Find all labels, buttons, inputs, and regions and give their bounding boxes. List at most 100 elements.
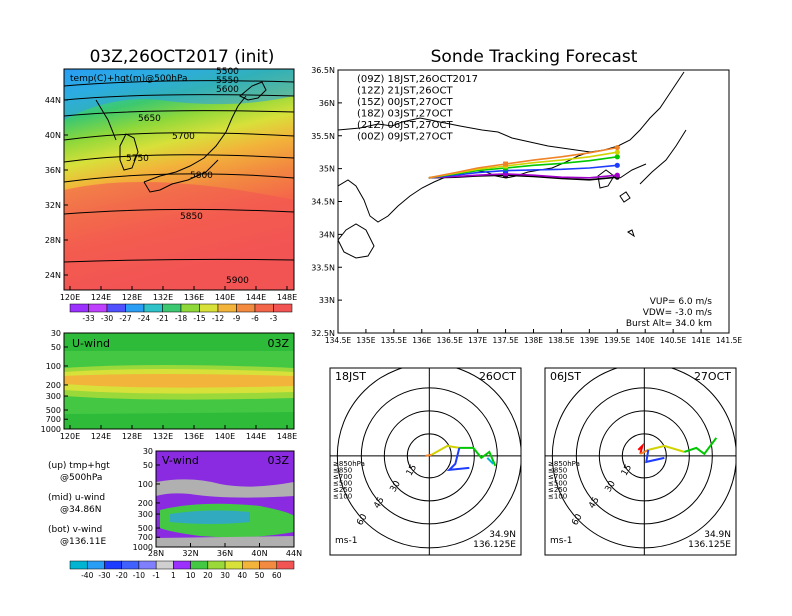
lon-tick-label: 120E xyxy=(60,432,80,441)
level-legend: ≤850 xyxy=(333,467,352,475)
hodograph-unit: ms-1 xyxy=(550,536,572,546)
colorbar-swatch xyxy=(69,560,88,570)
p-tick-label: 50 xyxy=(143,461,153,470)
lat-tick-label: 32N xyxy=(45,201,61,210)
colorbar-swatch xyxy=(236,303,256,313)
ring-label: 15 xyxy=(620,463,634,478)
colorbar-label: -15 xyxy=(193,314,205,323)
legend-entry: (12Z) 21JST,26OCT xyxy=(357,86,453,97)
temp-map xyxy=(63,69,295,290)
lat-tick-label: 32N xyxy=(182,549,198,558)
track-legend: (09Z) 18JST,26OCT2017(12Z) 21JST,26OCT(1… xyxy=(357,74,478,143)
hodograph-lat: 34.9N xyxy=(704,530,731,540)
track-line xyxy=(428,146,618,179)
hodograph-trace xyxy=(639,448,649,455)
colorbar-swatch xyxy=(162,303,182,313)
contour-label: 5550 xyxy=(216,76,239,86)
lon-tick-label: 132E xyxy=(153,293,173,302)
ring-label: 15 xyxy=(405,463,419,478)
legend-entry: (15Z) 00JST,27OCT xyxy=(357,97,453,108)
colorbar-label: 1 xyxy=(171,571,176,580)
lon-tick-label: 140E xyxy=(215,432,235,441)
hodograph-time: 06JST xyxy=(550,370,581,383)
colorbar-label: 50 xyxy=(255,571,265,580)
p-tick-label: 500 xyxy=(138,524,153,533)
lat-tick-label: 33N xyxy=(319,296,335,305)
lon-tick-label: 136E xyxy=(412,336,431,345)
lat-tick-label: 44N xyxy=(286,549,302,558)
map-label: temp(C)+hgt(m)@500hPa xyxy=(70,74,188,84)
hodograph-trace xyxy=(684,437,718,456)
colorbar-swatch xyxy=(224,560,243,570)
lat-tick-label: 32.5N xyxy=(311,329,335,338)
level-legend: ≤100 xyxy=(333,493,352,501)
p-tick-label: 30 xyxy=(143,447,153,456)
burst-point xyxy=(614,144,620,151)
temp-colorbar: -33 -30 -27 -24 -21 -18 -15 -12 -9 -6 -3 xyxy=(69,303,293,323)
panel-notes: (up) tmp+hgt @500hPa (mid) u-wind @34.86… xyxy=(48,461,110,547)
p-tick-label: 500 xyxy=(46,406,61,415)
colorbar-label: -21 xyxy=(156,314,168,323)
p-tick-label: 50 xyxy=(51,343,61,352)
lon-tick-label: 132E xyxy=(153,432,173,441)
p-tick-label: 700 xyxy=(46,415,61,424)
colorbar-label: 40 xyxy=(238,571,248,580)
colorbar-swatch xyxy=(259,560,278,570)
lat-tick-label: 35.5N xyxy=(311,132,335,141)
wind-colorbar: -40 -30 -20 -10 -1 1 10 20 30 40 50 60 xyxy=(69,560,295,580)
colorbar-label: -10 xyxy=(133,571,145,580)
ring-label: 30 xyxy=(389,479,404,494)
hodograph-time: 18JST xyxy=(335,370,366,383)
colorbar-label: -40 xyxy=(81,571,93,580)
colorbar-swatch xyxy=(180,303,200,313)
hodograph-trace xyxy=(648,444,685,453)
lat-tick-label: 36N xyxy=(45,166,61,175)
colorbar-swatch xyxy=(104,560,122,570)
p-tick-label: 100 xyxy=(46,362,61,371)
lat-tick-label: 35N xyxy=(319,165,335,174)
lat-tick-label: 36N xyxy=(319,99,335,108)
lat-tick-label: 28N xyxy=(45,236,61,245)
track-lon-axis: 134.5E 135E 135.5E 136E 136.5E 137E 137.5E 138E… xyxy=(325,329,742,345)
colorbar-swatch xyxy=(190,560,209,570)
track-title: Sonde Tracking Forecast xyxy=(431,47,638,67)
hodograph-date: 27OCT xyxy=(694,370,731,383)
u-lon-axis: 120E 124E 128E 132E 136E 140E 144E 148E xyxy=(60,425,297,441)
level-legend: ≤250 xyxy=(333,486,352,494)
lon-tick-label: 124E xyxy=(91,432,111,441)
colorbar-swatch xyxy=(69,303,89,313)
hodograph-trace xyxy=(637,442,645,455)
lat-tick-label: 33.5N xyxy=(311,263,335,272)
ring-label: 60 xyxy=(355,512,370,527)
colorbar-swatch xyxy=(125,303,145,313)
map-lat-axis: 44N 40N 36N 32N 28N 24N xyxy=(45,96,68,280)
lon-tick-label: 135E xyxy=(356,336,375,345)
colorbar-label: 60 xyxy=(272,571,282,580)
lat-tick-label: 40N xyxy=(45,131,61,140)
hodograph-lon: 136.125E xyxy=(688,540,731,550)
level-legend: ≤100 xyxy=(548,493,567,501)
track-marker xyxy=(503,171,509,177)
colorbar-label: 20 xyxy=(203,571,213,580)
colorbar-swatch xyxy=(138,560,157,570)
track-marker xyxy=(503,168,509,174)
note-line: (bot) v-wind xyxy=(48,525,102,535)
contour-label: 5750 xyxy=(126,154,149,164)
level-legend: ≤500 xyxy=(548,480,567,488)
hodograph-lon: 136.125E xyxy=(473,540,516,550)
level-legend: ≤250 xyxy=(548,486,567,494)
map-title: 03Z,26OCT2017 (init) xyxy=(90,47,275,67)
colorbar-label: -27 xyxy=(119,314,131,323)
map-labels: temp(C)+hgt(m)@500hPa 5500 5550 5600 565… xyxy=(70,67,249,286)
colorbar-swatch xyxy=(242,560,260,570)
burst-text: Burst Alt= 34.0 km xyxy=(626,319,712,329)
contour-label: 5650 xyxy=(138,114,161,124)
hodograph-trace xyxy=(459,446,497,467)
lon-tick-label: 136E xyxy=(184,293,204,302)
lon-tick-label: 136E xyxy=(184,432,204,441)
colorbar-label: -3 xyxy=(270,314,278,323)
